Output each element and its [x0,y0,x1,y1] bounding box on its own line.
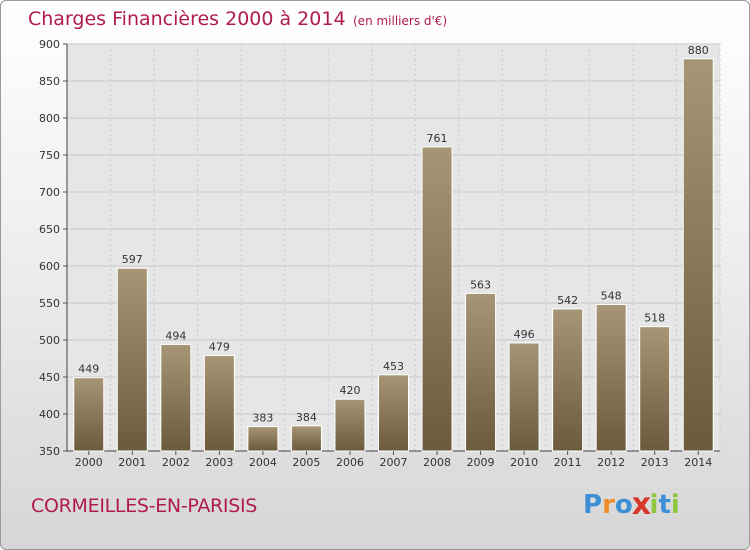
data-label-2004: 383 [252,412,273,425]
y-tick-label: 900 [39,38,60,51]
data-label-2010: 496 [514,328,535,341]
bar-2007 [378,374,409,452]
x-tick-label-2002: 2002 [162,456,190,469]
data-label-2002: 494 [165,329,186,342]
bar-2002 [160,343,192,452]
bar-2013 [639,326,671,452]
bar-2012 [595,303,627,452]
y-tick-label: 850 [39,75,60,88]
y-tick-label: 350 [39,445,60,458]
bar-2009 [465,292,497,452]
x-tick-label-2000: 2000 [75,456,103,469]
logo-letter: t [658,490,671,520]
y-tick-label: 600 [39,260,60,273]
y-tick-label: 700 [39,186,60,199]
bar-2005 [290,425,322,452]
data-label-2003: 479 [209,341,230,354]
x-tick-label-2013: 2013 [641,456,669,469]
data-label-2014: 880 [688,44,709,57]
bar-2008 [421,146,453,452]
x-tick-label-2014: 2014 [684,456,712,469]
data-label-2005: 384 [296,411,317,424]
y-tick-label: 400 [39,408,60,421]
x-tick-label-2011: 2011 [554,456,582,469]
bar-2004 [247,426,279,452]
data-label-2012: 548 [601,289,622,302]
y-tick-label: 800 [39,112,60,125]
x-tick-label-2008: 2008 [423,456,451,469]
bar-2000 [73,377,105,452]
data-label-2000: 449 [78,363,99,376]
logo-letter: i [670,490,680,520]
bar-2014 [682,58,714,452]
logo-letter: r [602,490,615,520]
logo-letter: o [614,490,633,520]
data-label-2011: 542 [557,294,578,307]
data-label-2007: 453 [383,360,404,373]
logo-letter: x [631,487,651,523]
city-name: CORMEILLES-EN-PARISIS [31,495,258,517]
logo-letter: P [583,490,603,520]
bar-2006 [334,398,366,452]
proxiti-logo: Proxiti [583,487,680,523]
bar-2011 [552,308,584,452]
x-tick-label-2007: 2007 [380,456,408,469]
x-tick-label-2009: 2009 [467,456,495,469]
chart-subtitle: (en milliers d'€) [353,14,448,28]
y-tick-label: 650 [39,223,60,236]
data-label-2013: 518 [644,312,665,325]
y-tick-label: 500 [39,334,60,347]
bar-2003 [203,355,235,452]
bar-2010 [508,342,540,452]
x-tick-label-2001: 2001 [118,456,146,469]
x-tick-label-2006: 2006 [336,456,364,469]
y-tick-label: 450 [39,371,60,384]
logo-letter: i [649,490,659,520]
data-label-2009: 563 [470,278,491,291]
x-tick-label-2012: 2012 [597,456,625,469]
x-tick-label-2003: 2003 [205,456,233,469]
y-tick-label: 750 [39,149,60,162]
bar-2001 [116,267,148,452]
x-tick-label-2004: 2004 [249,456,277,469]
x-tick-label-2010: 2010 [510,456,538,469]
data-label-2006: 420 [339,384,360,397]
x-tick-label-2005: 2005 [292,456,320,469]
chart-title: Charges Financières 2000 à 2014 [28,8,346,30]
data-label-2008: 761 [427,132,448,145]
y-tick-label: 550 [39,297,60,310]
data-label-2001: 597 [122,253,143,266]
